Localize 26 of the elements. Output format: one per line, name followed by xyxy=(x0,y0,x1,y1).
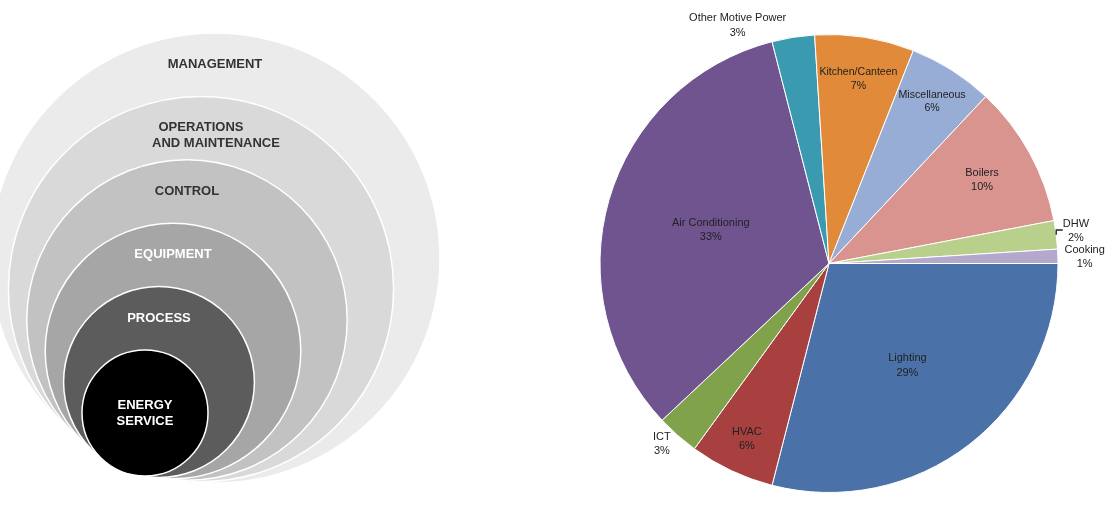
text: EQUIPMENT xyxy=(134,246,212,262)
text: MANAGEMENT xyxy=(167,56,263,71)
slice-label: HVAC xyxy=(731,424,762,437)
slice-label: ICT xyxy=(652,429,671,442)
data-label: 33% xyxy=(699,230,723,243)
slice-label: Kitchen/Canteen xyxy=(819,64,898,77)
slice-label: DHW xyxy=(1062,216,1090,229)
data-label: 10% xyxy=(971,180,994,193)
text: PROCESS xyxy=(127,309,192,325)
slice-label: Miscellaneous xyxy=(898,87,966,100)
slice-label: Boilers xyxy=(965,166,1000,179)
slice-label: Other Motive Power xyxy=(689,11,787,24)
text: OPERATIONS AND MAINTENANCE xyxy=(152,119,281,151)
data-label: 6% xyxy=(924,101,941,114)
data-label: 29% xyxy=(896,365,919,378)
data-label: 1% xyxy=(1076,257,1093,270)
data-label: 7% xyxy=(850,78,867,91)
data-label: 3% xyxy=(729,25,746,38)
slice-label: Cooking xyxy=(1064,243,1105,256)
data-label: 6% xyxy=(738,439,756,452)
text: ENERGY SERVICE xyxy=(116,397,174,428)
text: CONTROL xyxy=(154,182,220,198)
data-label: 2% xyxy=(1067,231,1085,244)
data-label: 3% xyxy=(653,443,671,456)
slice-label: Lighting xyxy=(888,351,927,364)
slice-label: Air Conditioning xyxy=(671,216,750,229)
